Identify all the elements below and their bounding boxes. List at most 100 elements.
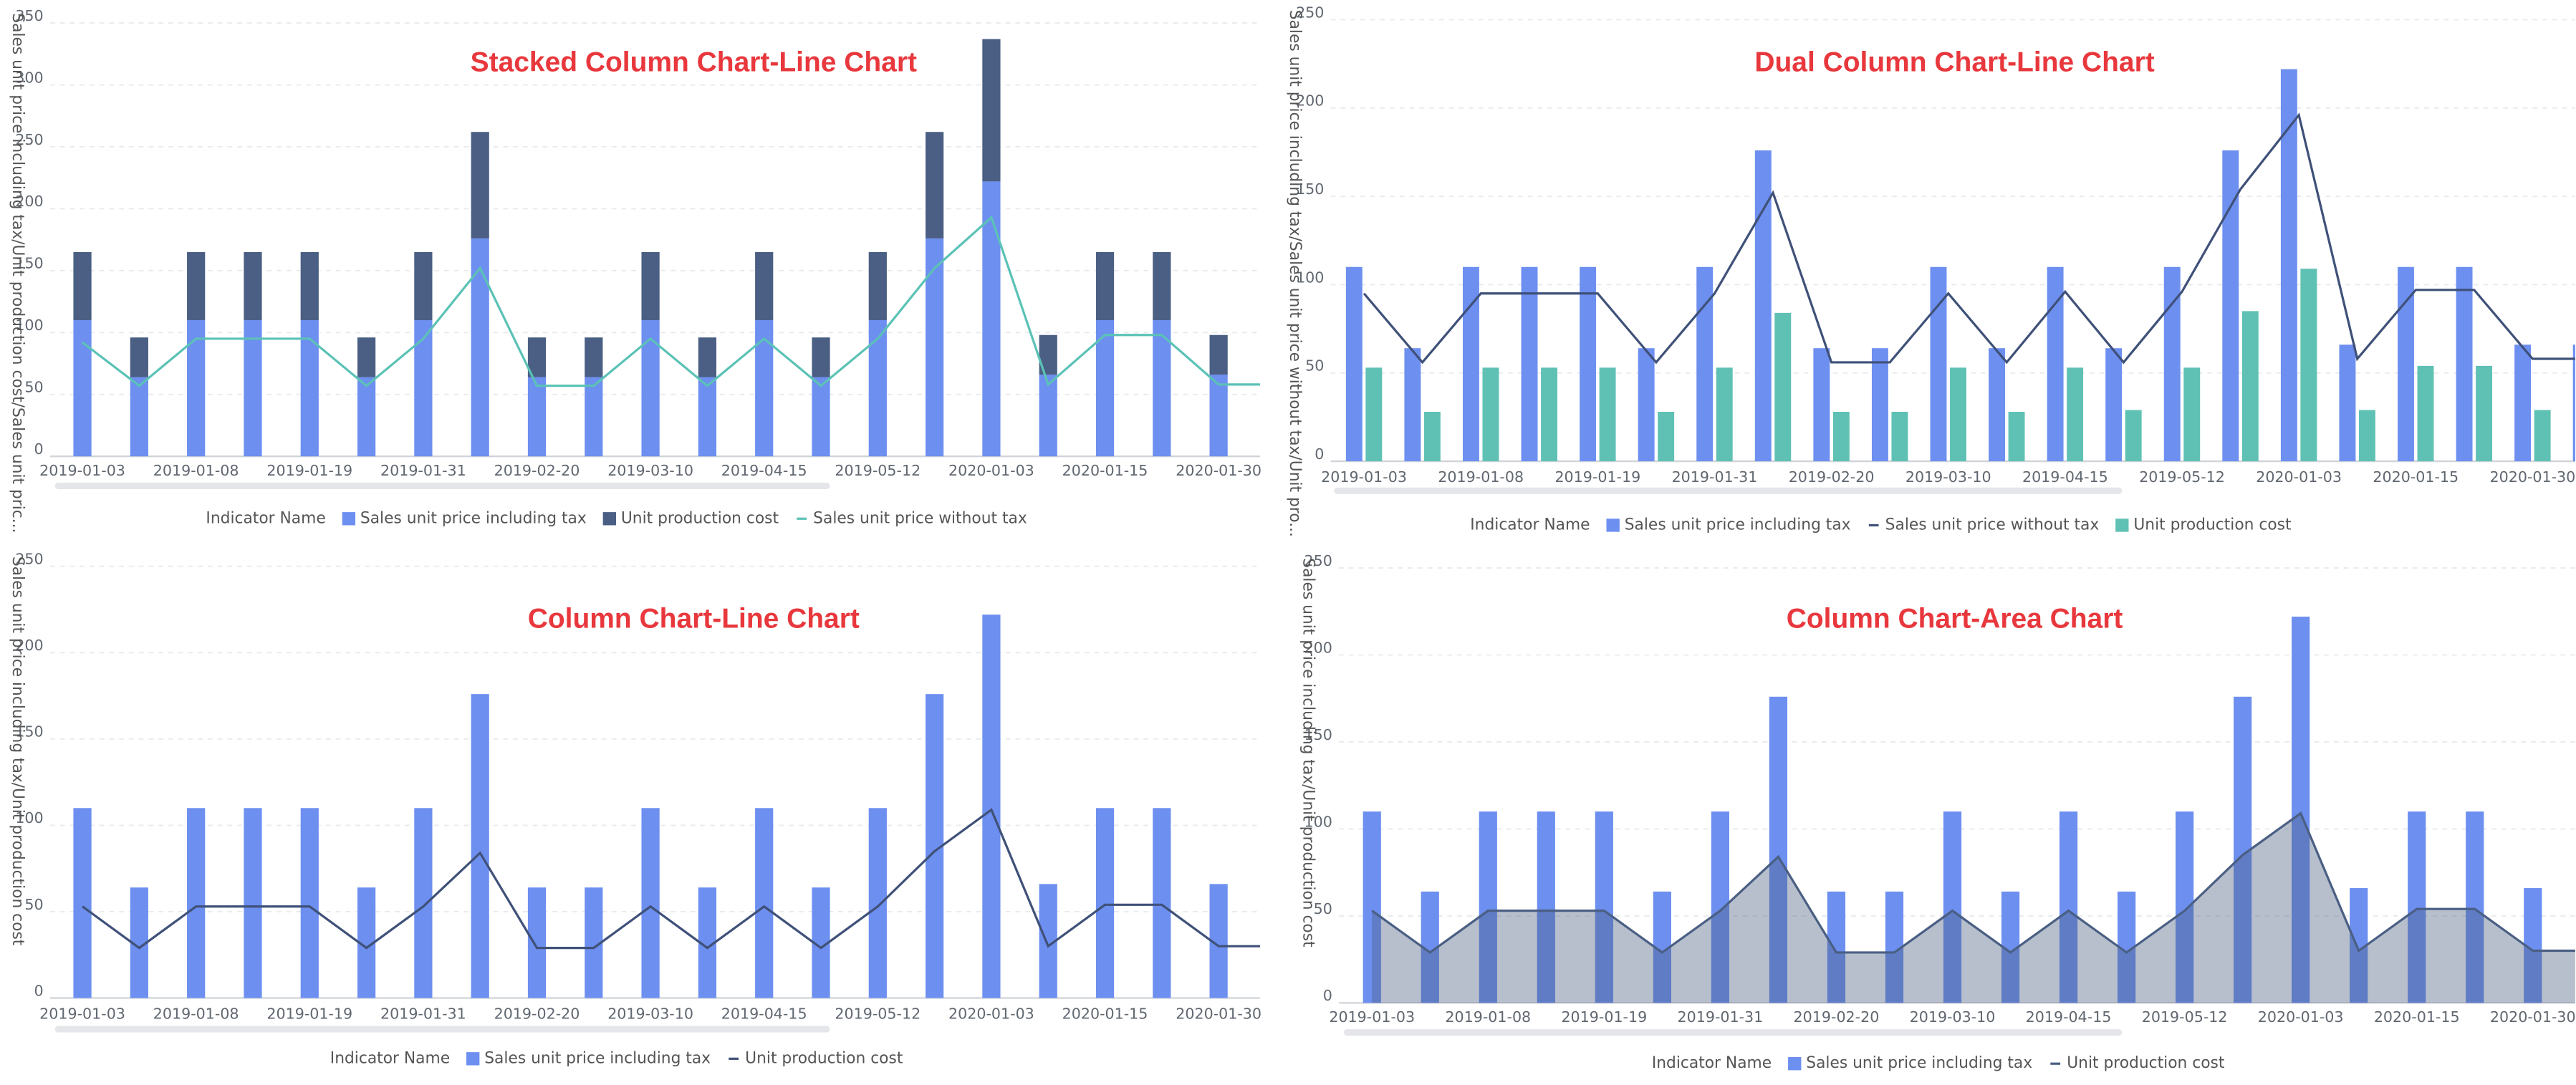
bar [2398,266,2414,462]
x-tick-label: 2019-02-20 [1794,1008,1880,1026]
bar [698,377,717,457]
legend-title: Indicator Name [1470,516,1590,534]
legend-marker [342,512,356,526]
bar [1769,696,1788,1003]
legend-marker [1606,519,1620,532]
x-tick-label: 2020-01-30 [2490,1008,2576,1026]
bar [471,238,489,457]
bar [2572,344,2575,462]
bar [2176,811,2194,1003]
y-tick-label: 200 [15,193,43,210]
bar [698,337,717,377]
bar [1267,335,1284,375]
bar [1827,891,1846,1003]
bar [130,377,148,457]
x-tick-label: 2019-05-12 [835,462,921,479]
bar [244,251,262,321]
y-tick-label: 150 [1304,726,1332,743]
bar [1039,375,1057,457]
bar [187,320,206,457]
x-tick-label: 2019-01-08 [1438,468,1524,486]
x-tick-label: 2019-01-19 [1554,468,1640,486]
bar [1930,266,1947,462]
bar [527,887,547,998]
bar [1754,150,1772,462]
y-tick-label: 0 [1315,445,1324,463]
bar [2514,344,2532,462]
bar [2339,344,2356,462]
bar [868,251,887,321]
y-tick-label: 100 [1296,269,1324,286]
legend-marker [602,512,616,526]
x-tick-label: 2019-04-15 [721,1005,807,1022]
y-tick-label: 50 [24,379,43,396]
x-tick-label: 2020-01-03 [2256,468,2342,486]
bar [1658,411,1675,462]
scrollbar [54,1026,830,1033]
x-tick-label: 2019-05-12 [2142,1008,2228,1026]
bar [527,377,547,457]
bar [2163,266,2181,462]
bar [1209,375,1228,457]
legend-title: Indicator Name [1652,1054,1772,1072]
y-tick-label: 200 [15,637,43,654]
x-tick-label: 2019-03-10 [1910,1008,1996,1026]
x-tick-label: 2019-01-19 [266,1005,352,1022]
bar [414,808,433,998]
legend-label: Unit production cost [2133,516,2292,534]
legend-label: Unit production cost [2067,1054,2225,1072]
bar [2008,411,2025,462]
bar [1463,266,1479,462]
bar [1267,375,1284,456]
legend-marker [1788,1057,1802,1071]
bar [1580,266,1597,462]
chart-title: Stacked Column Chart-Line Chart [471,47,917,78]
x-tick-label: 2020-01-15 [1062,462,1148,479]
bar [2466,811,2484,1003]
bar [471,694,489,998]
x-tick-label: 2019-04-15 [721,462,807,479]
bar [1541,367,1557,462]
x-tick-label: 2019-05-12 [835,1005,921,1022]
bar [755,251,774,321]
bar [300,251,319,321]
legend-label: Sales unit price without tax [1885,516,2100,534]
bar [1716,367,1733,462]
y-tick-label: 50 [1314,900,1332,917]
bar [1696,266,1714,462]
y-axis-title: Sales unit price including tax/Unit prod… [1299,558,1317,947]
bar [1711,811,1730,1003]
bar [2047,266,2064,462]
bar [2183,367,2201,462]
bar [1404,348,1421,462]
bar [868,808,887,998]
y-tick-label: 0 [34,982,44,999]
line [1363,112,2575,365]
bar [1095,251,1115,321]
bar [471,132,489,238]
bar [2222,150,2239,462]
x-tick-label: 2020-01-03 [948,462,1034,479]
bar [1891,411,1908,462]
bar [357,337,376,377]
x-tick-label: 2019-01-31 [380,1005,466,1022]
x-tick-label: 2020-01-03 [948,1005,1034,1022]
legend-label: Sales unit price including tax [360,509,587,527]
x-tick-label: 2020-01-15 [1062,1005,1148,1022]
x-tick-label: 2020-01-03 [2258,1008,2344,1026]
line [82,808,1261,950]
y-tick-label: 200 [1296,92,1324,110]
bar [755,320,774,457]
scrollbar [1343,1029,2123,1036]
x-tick-label: 2019-05-12 [2139,468,2225,486]
bar [755,808,774,998]
bar [73,808,92,998]
area-line [1371,811,2575,954]
x-tick-label: 2019-01-31 [380,462,466,479]
bar [244,808,262,998]
bar [812,337,830,377]
bar [812,377,830,457]
legend-title: Indicator Name [330,1049,450,1067]
